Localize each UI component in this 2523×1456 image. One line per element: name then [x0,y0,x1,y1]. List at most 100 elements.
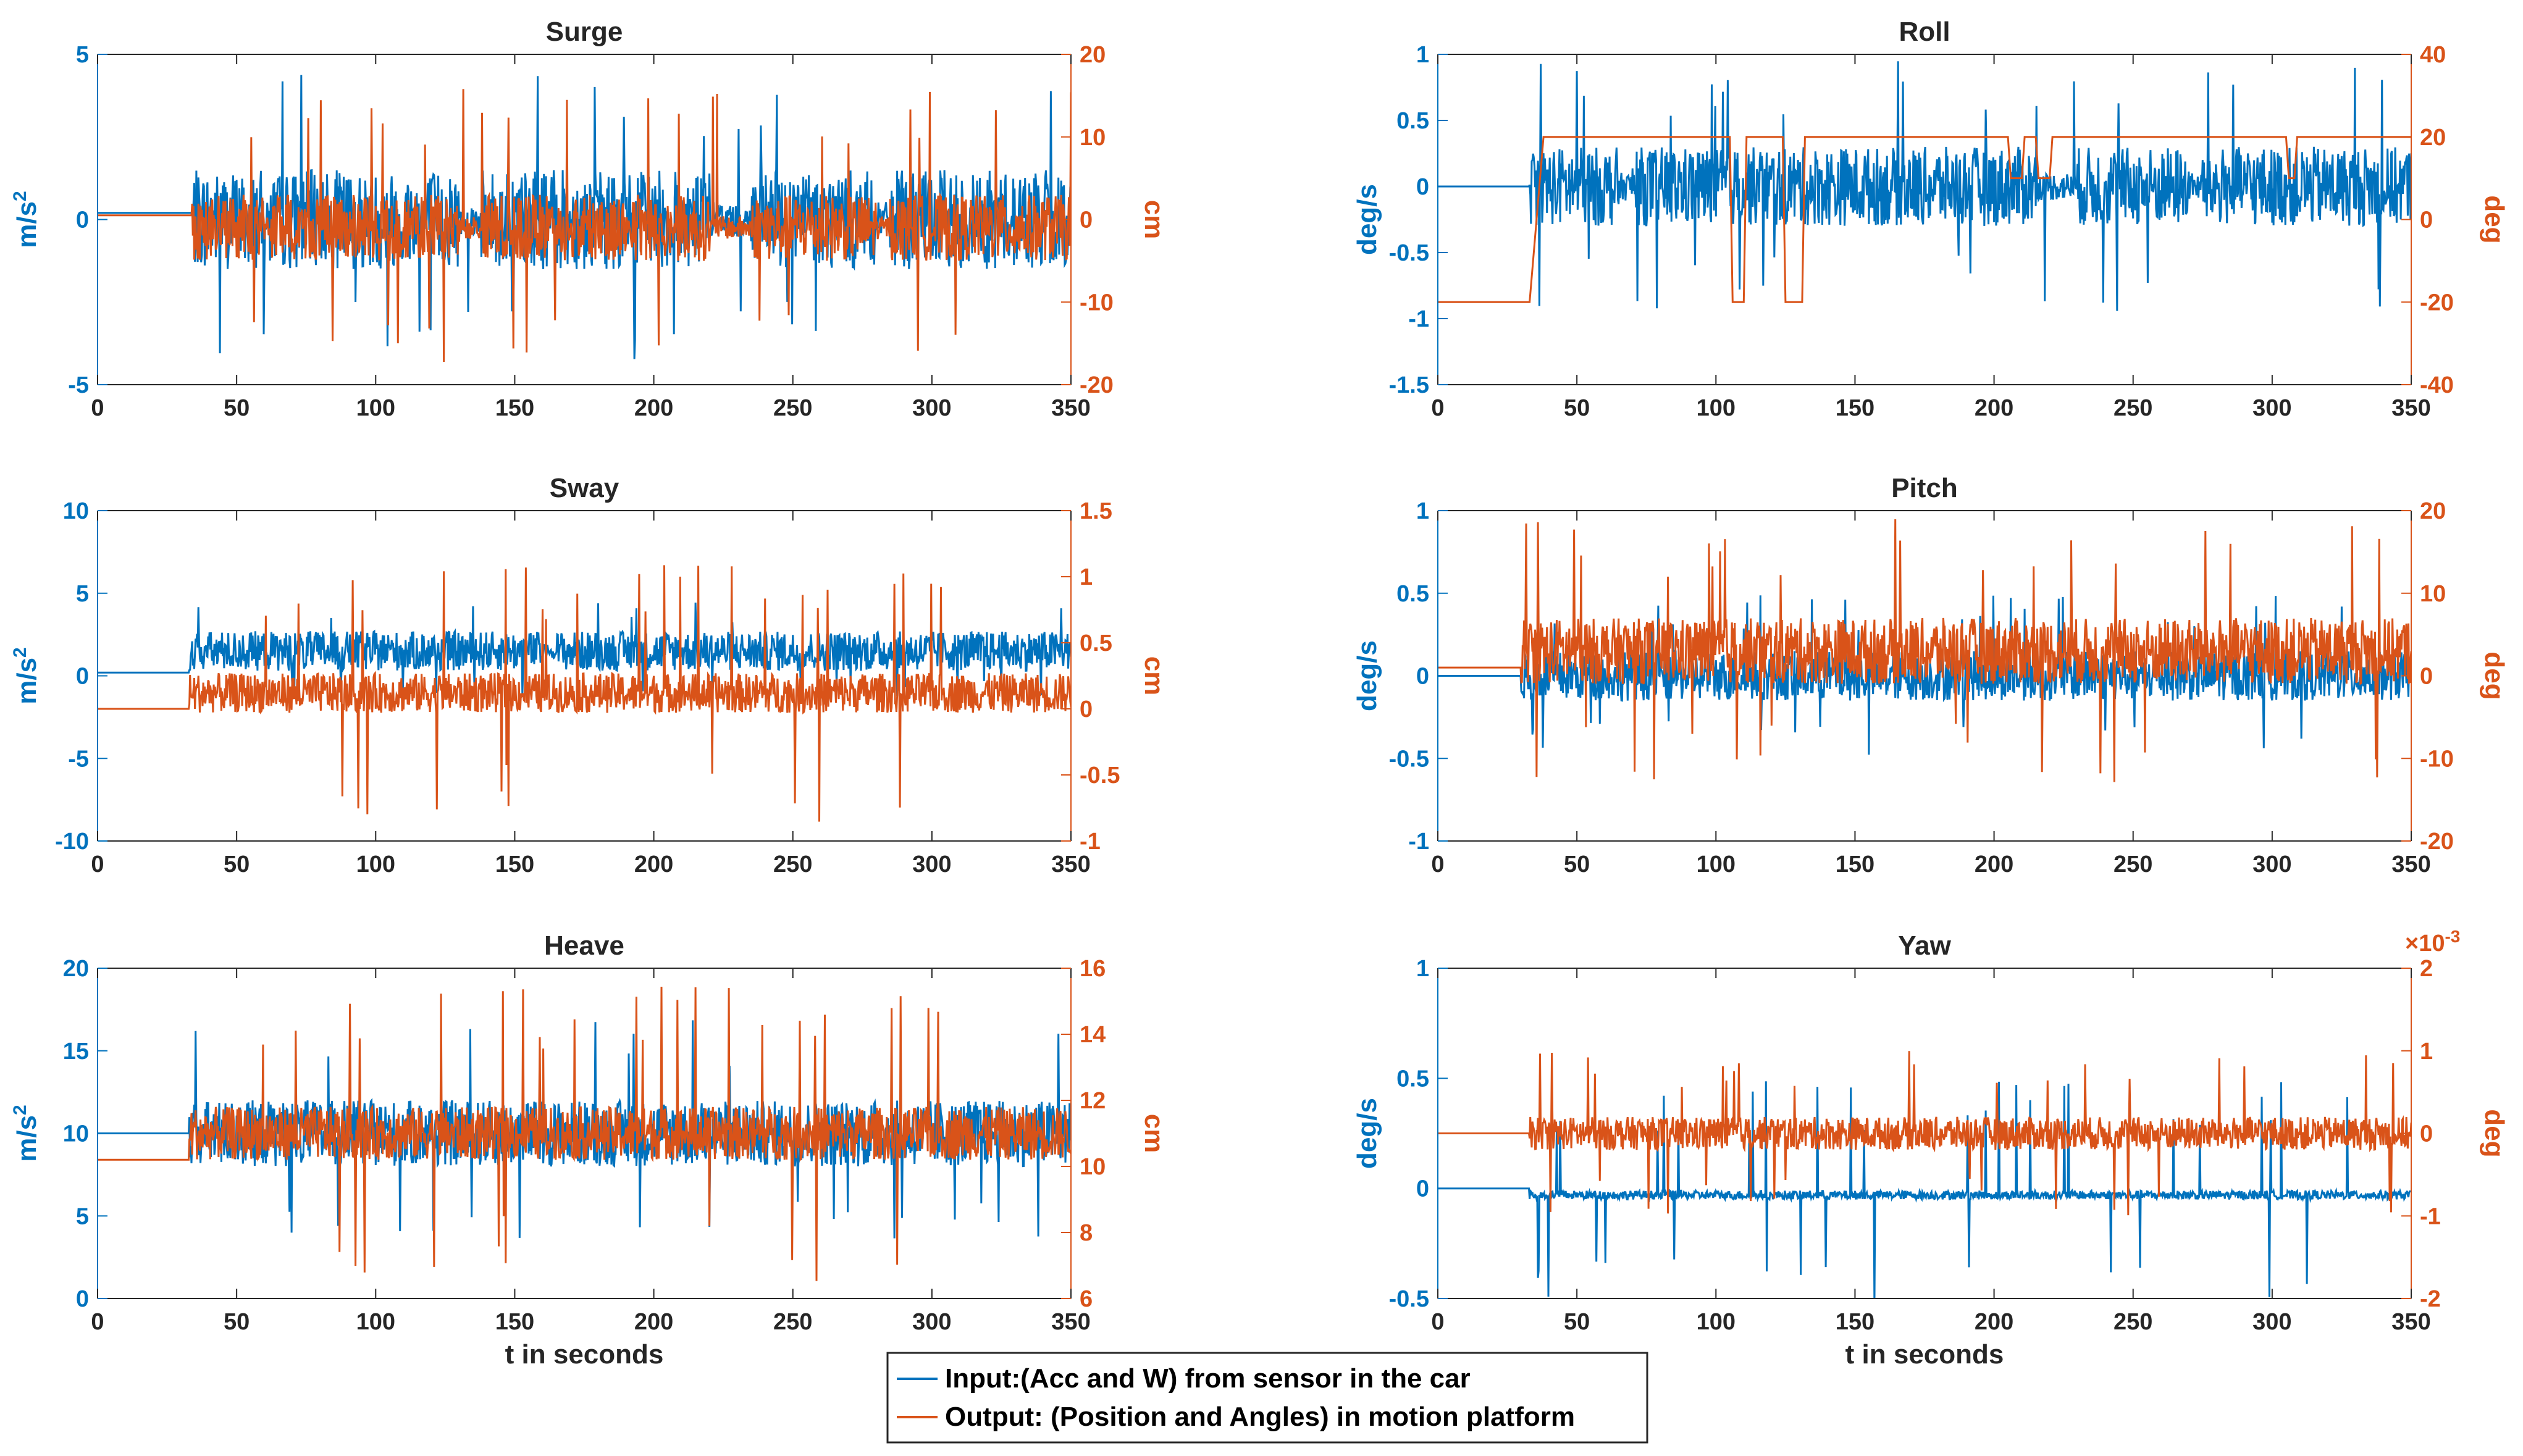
y-tick-label-left: 20 [63,956,89,982]
y-tick-label-left: 0 [76,1286,89,1312]
y-axis-label-right: deg [2479,1109,2509,1157]
series-group [98,75,1071,362]
y-tick-label-left: -1 [1408,306,1429,332]
y-tick-label-left: -1 [1408,829,1429,855]
x-tick-label: 50 [1564,851,1590,877]
y-tick-label-right: 14 [1080,1022,1106,1048]
x-tick-label: 300 [2252,851,2291,877]
y-axis-label-right: cm [1139,656,1169,696]
series-line-output [1438,136,2411,303]
y-tick-label-right: -40 [2420,372,2454,398]
y-tick-label-right: 20 [2420,125,2446,151]
x-tick-label: 250 [773,1309,812,1335]
x-tick-label: 350 [2391,851,2430,877]
x-tick-label: 250 [773,851,812,877]
y-tick-label-right: 8 [1080,1220,1093,1246]
y-axis-label-left-sup: 2 [10,191,30,201]
x-tick-label: 300 [912,395,951,421]
subplot-surge: 0 50 100 150 200 250 300 350-505-20-1001020Surg… [10,17,1169,421]
y-tick-label-right: -0.5 [1080,763,1120,789]
y-axis-label-left-text: m/s [12,201,42,248]
y-tick-label-right: 40 [2420,42,2446,68]
x-tick-label: 350 [1051,851,1090,877]
y-tick-label-right: 16 [1080,956,1106,982]
x-tick-label: 200 [634,851,673,877]
y-tick-label-right: 20 [1080,42,1106,68]
series-line-output [1438,1051,2411,1216]
y-axis-label-left: deg/s [1352,640,1382,711]
x-tick-label: 300 [2252,1309,2291,1335]
x-tick-label: 250 [773,395,812,421]
y-tick-label-right: 10 [1080,1154,1106,1180]
y-axis-label-left: m/s2 [10,191,42,248]
y-tick-label-left: 1 [1416,498,1429,524]
y-tick-label-right: -1 [2420,1203,2441,1229]
chart-title: Surge [546,17,623,47]
y-axis-label-left-text: deg/s [1352,184,1382,255]
y-axis-label-left-sup: 2 [10,647,30,658]
legend-output-label: Output: (Position and Angles) in motion … [945,1402,1575,1432]
y-tick-label-right: -2 [2420,1286,2441,1312]
x-tick-label: 150 [495,851,534,877]
y-tick-label-right: -10 [2420,746,2454,772]
series-group [98,565,1071,822]
legend-frame [886,1352,1648,1444]
x-tick-label: 250 [2114,1309,2152,1335]
x-tick-label: 0 [1431,851,1444,877]
y-axis-label-left-text: m/s [12,1115,42,1162]
chart-title: Yaw [1898,931,1951,961]
chart-title: Sway [550,473,619,503]
x-tick-label: 350 [2391,395,2430,421]
y-tick-label-right: 0 [2420,664,2433,690]
y-tick-label-left: 10 [63,498,89,524]
series-group [1438,1051,2411,1299]
x-tick-label: 250 [2114,395,2152,421]
x-tick-label: 50 [224,851,250,877]
series-line-output [98,986,1071,1281]
y-axis-label-right: deg [2479,651,2509,700]
series-group [98,986,1071,1281]
y-tick-label-left: 0.5 [1396,1066,1429,1092]
x-tick-label: 150 [1836,851,1874,877]
x-tick-label: 50 [1564,395,1590,421]
x-tick-label: 150 [1836,1309,1874,1335]
panels-group: 0 50 100 150 200 250 300 350-505-20-1001020Surg… [10,17,2509,1370]
y-tick-label-right: -10 [1080,290,1114,316]
y-tick-label-right: 10 [1080,125,1106,151]
y-tick-label-right: -20 [2420,829,2454,855]
y-axis-label-right: cm [1139,1114,1169,1153]
y-tick-label-right: 10 [2420,581,2446,607]
subplot-heave: 0 50 100 150 200 250 300 350 0 5 10 15 20 6 8 10 12 14 16 H… [10,931,1169,1370]
y-axis-label-left: deg/s [1352,1098,1382,1169]
x-tick-label: 100 [1697,395,1736,421]
y-tick-label-left: -0.5 [1389,746,1429,772]
y-tick-label-right: 0 [1080,697,1093,722]
x-tick-label: 250 [2114,851,2152,877]
axis-exponent-label: ×10-3 [2405,927,2460,956]
x-tick-label: 150 [495,395,534,421]
chart-title: Pitch [1891,473,1958,503]
x-tick-label: 50 [1564,1309,1590,1335]
x-tick-label: 300 [912,1309,951,1335]
x-tick-label: 0 [1431,1309,1444,1335]
series-line-output [1438,519,2411,782]
y-tick-label-right: -1 [1080,829,1101,855]
subplot-roll: 0 50 100 150 200 250 300 350-1.5-1-0.500.51-40-… [1352,17,2509,421]
x-axis-label: t in seconds [1845,1339,2004,1370]
series-line-input [1438,61,2411,311]
y-tick-label-right: 0 [2420,1121,2433,1147]
y-tick-label-left: 0.5 [1396,108,1429,134]
y-axis-label-left: deg/s [1352,184,1382,255]
y-tick-label-left: 0 [1416,174,1429,200]
y-axis-label-left: m/s2 [10,1105,42,1162]
y-axis-label-left-sup: 2 [10,1105,30,1115]
y-tick-label-left: -0.5 [1389,1286,1429,1312]
x-tick-label: 300 [912,851,951,877]
y-tick-label-right: 1 [2420,1039,2433,1065]
series-group [1438,61,2411,311]
x-tick-label: 100 [356,1309,395,1335]
legend-input-label: Input:(Acc and W) from sensor in the car [945,1363,1471,1394]
x-tick-label: 100 [356,851,395,877]
x-axis-label: t in seconds [505,1339,664,1370]
